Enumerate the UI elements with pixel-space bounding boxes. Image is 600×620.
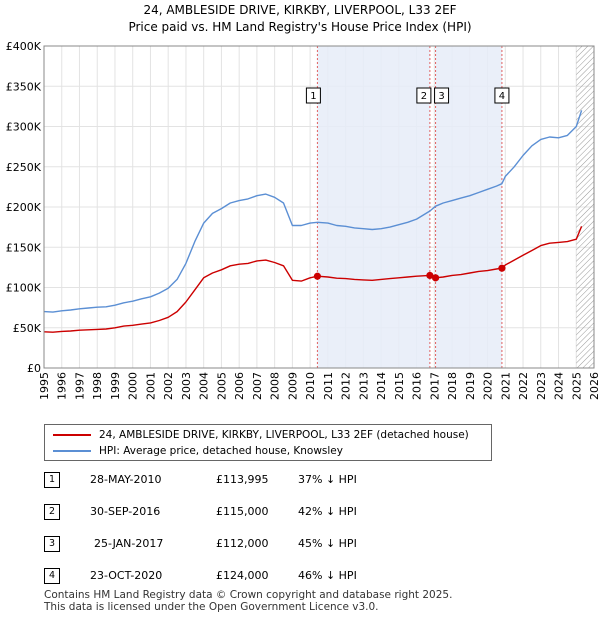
x-tick-label: 2007 bbox=[251, 372, 264, 400]
x-tick-label: 2011 bbox=[322, 372, 335, 400]
x-tick-label: 2002 bbox=[162, 372, 175, 400]
x-tick-label: 2021 bbox=[499, 372, 512, 400]
y-tick-label: £250K bbox=[6, 161, 42, 174]
x-tick-label: 2012 bbox=[340, 372, 353, 400]
sale-marker-box bbox=[434, 87, 450, 104]
sale-row: 4 23-OCT-2020 £124,000 46% ↓ HPI bbox=[42, 568, 462, 584]
x-tick-label: 1995 bbox=[38, 372, 51, 400]
y-tick-label: £400K bbox=[6, 40, 42, 53]
x-tick-label: 2010 bbox=[304, 372, 317, 400]
footer-licence: This data is licensed under the Open Gov… bbox=[44, 601, 379, 613]
sale-price: £124,000 bbox=[216, 569, 269, 582]
sale-badge: 3 bbox=[44, 536, 60, 552]
sale-marker-box bbox=[305, 87, 321, 104]
sale-price: £113,995 bbox=[216, 473, 269, 486]
sale-date: 25-JAN-2017 bbox=[94, 537, 164, 550]
sale-row: 3 25-JAN-2017 £112,000 45% ↓ HPI bbox=[42, 536, 462, 552]
sale-point bbox=[431, 274, 440, 282]
sale-point bbox=[426, 271, 434, 280]
y-tick-label: £150K bbox=[6, 241, 42, 254]
y-tick-label: £300K bbox=[6, 121, 42, 134]
legend-swatch-blue bbox=[53, 450, 91, 452]
x-tick-label: 2009 bbox=[286, 372, 299, 400]
sale-date: 30-SEP-2016 bbox=[90, 505, 161, 518]
x-tick-label: 2018 bbox=[446, 372, 459, 400]
ownership-span bbox=[317, 46, 430, 368]
y-tick-label: £350K bbox=[6, 80, 42, 93]
sale-marker-label: 3 bbox=[438, 91, 444, 102]
sale-marker-label: 4 bbox=[499, 91, 505, 102]
sale-marker-box bbox=[416, 87, 432, 104]
x-tick-label: 2001 bbox=[144, 372, 157, 400]
x-tick-label: 2013 bbox=[357, 372, 370, 400]
x-tick-label: 2006 bbox=[233, 372, 246, 400]
plot-frame bbox=[43, 45, 595, 369]
sale-point bbox=[498, 264, 506, 272]
x-tick-label: 2015 bbox=[393, 372, 406, 400]
sale-hpi-diff: 42% ↓ HPI bbox=[298, 505, 357, 518]
x-tick-label: 2014 bbox=[375, 372, 388, 400]
sale-row: 1 28-MAY-2010 £113,995 37% ↓ HPI bbox=[42, 472, 462, 488]
x-tick-label: 1999 bbox=[109, 372, 122, 400]
sale-marker-box bbox=[494, 87, 510, 104]
y-tick-label: £0 bbox=[27, 362, 41, 375]
y-tick-label: £100K bbox=[6, 282, 42, 295]
x-tick-label: 2020 bbox=[482, 372, 495, 400]
legend-label-hpi: HPI: Average price, detached house, Know… bbox=[99, 445, 343, 457]
sale-hpi-diff: 45% ↓ HPI bbox=[298, 537, 357, 550]
x-tick-label: 1998 bbox=[91, 372, 104, 400]
chart-subtitle: Price paid vs. HM Land Registry's House … bbox=[128, 20, 471, 34]
x-tick-label: 2004 bbox=[198, 372, 211, 400]
price-chart: 24, AMBLESIDE DRIVE, KIRKBY, LIVERPOOL, … bbox=[6, 3, 600, 400]
x-tick-label: 2023 bbox=[535, 372, 548, 400]
x-tick-label: 2025 bbox=[570, 372, 583, 400]
y-tick-label: £200K bbox=[6, 201, 42, 214]
x-tick-label: 2022 bbox=[517, 372, 530, 400]
x-tick-label: 1997 bbox=[73, 372, 86, 400]
x-tick-label: 2000 bbox=[127, 372, 140, 400]
forecast-hatch bbox=[576, 46, 594, 368]
sale-marker-label: 1 bbox=[310, 91, 316, 102]
sale-badge: 2 bbox=[44, 504, 60, 520]
chart-title: 24, AMBLESIDE DRIVE, KIRKBY, LIVERPOOL, … bbox=[143, 3, 456, 17]
legend: 24, AMBLESIDE DRIVE, KIRKBY, LIVERPOOL, … bbox=[44, 424, 492, 461]
legend-item-property: 24, AMBLESIDE DRIVE, KIRKBY, LIVERPOOL, … bbox=[53, 427, 469, 443]
x-tick-label: 2016 bbox=[411, 372, 424, 400]
sale-badge: 4 bbox=[44, 568, 60, 584]
legend-item-hpi: HPI: Average price, detached house, Know… bbox=[53, 443, 343, 459]
footer-copyright: Contains HM Land Registry data © Crown c… bbox=[44, 589, 453, 601]
legend-label-property: 24, AMBLESIDE DRIVE, KIRKBY, LIVERPOOL, … bbox=[99, 429, 469, 441]
x-tick-label: 2026 bbox=[588, 372, 600, 400]
sale-price: £115,000 bbox=[216, 505, 269, 518]
sale-row: 2 30-SEP-2016 £115,000 42% ↓ HPI bbox=[42, 504, 462, 520]
sale-point bbox=[313, 272, 322, 280]
sale-date: 23-OCT-2020 bbox=[90, 569, 163, 582]
x-tick-label: 2024 bbox=[553, 372, 566, 400]
x-tick-label: 2008 bbox=[269, 372, 282, 400]
y-tick-label: £50K bbox=[13, 322, 42, 335]
sale-date: 28-MAY-2010 bbox=[90, 473, 162, 486]
footer: Contains HM Land Registry data © Crown c… bbox=[44, 589, 452, 613]
x-tick-label: 2005 bbox=[215, 372, 228, 400]
x-tick-label: 1996 bbox=[56, 372, 69, 400]
legend-swatch-red bbox=[53, 434, 91, 436]
sale-hpi-diff: 37% ↓ HPI bbox=[298, 473, 357, 486]
sale-hpi-diff: 46% ↓ HPI bbox=[298, 569, 357, 582]
x-tick-label: 2017 bbox=[428, 372, 441, 400]
x-tick-label: 2019 bbox=[464, 372, 477, 400]
sale-price: £112,000 bbox=[216, 537, 269, 550]
hpi-line bbox=[43, 110, 583, 313]
x-tick-label: 2003 bbox=[180, 372, 193, 400]
sale-badge: 1 bbox=[44, 472, 60, 488]
sale-marker-label: 2 bbox=[421, 91, 427, 102]
